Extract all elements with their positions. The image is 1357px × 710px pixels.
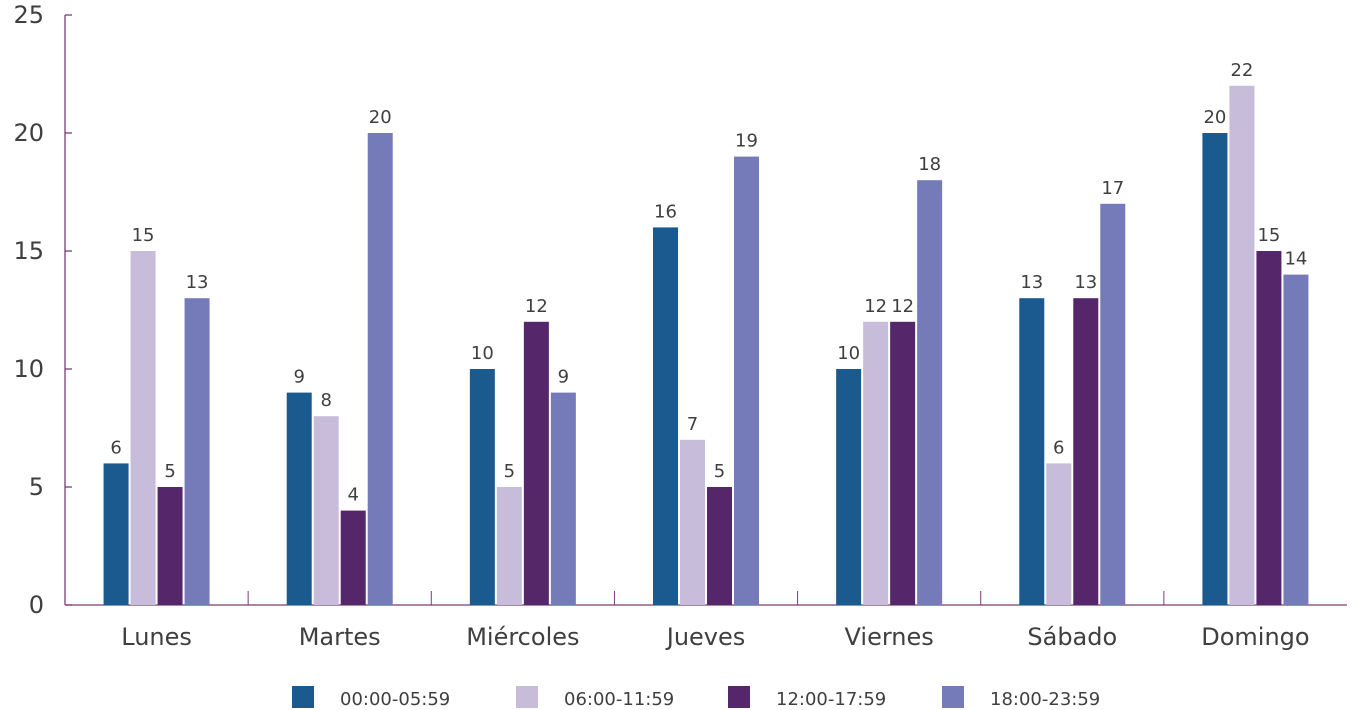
bar bbox=[496, 487, 522, 605]
bar bbox=[680, 439, 705, 605]
bar bbox=[184, 298, 210, 605]
data-label: 10 bbox=[471, 343, 494, 364]
bar bbox=[1046, 463, 1072, 605]
y-tick-label: 25 bbox=[13, 1, 44, 29]
bar bbox=[836, 369, 862, 605]
bar bbox=[313, 416, 339, 605]
bar bbox=[157, 487, 183, 605]
legend-label: 00:00-05:59 bbox=[340, 689, 450, 710]
data-label: 13 bbox=[186, 272, 209, 293]
data-label: 12 bbox=[864, 296, 887, 317]
bar bbox=[917, 180, 943, 605]
bar bbox=[130, 251, 156, 605]
data-label: 19 bbox=[735, 131, 758, 152]
bars bbox=[103, 85, 1309, 606]
data-label: 6 bbox=[110, 437, 121, 458]
bar bbox=[1100, 203, 1126, 606]
data-label: 15 bbox=[1257, 225, 1280, 246]
y-tick-label: 10 bbox=[13, 355, 44, 383]
bar bbox=[1019, 298, 1045, 605]
legend-swatch bbox=[516, 686, 538, 708]
data-label: 20 bbox=[369, 107, 392, 128]
legend: 00:00-05:59 06:00-11:59 12:00-17:59 18:00-2… bbox=[292, 686, 1100, 710]
data-label: 7 bbox=[687, 414, 698, 435]
data-labels: 6 9 10 16 10 13 20 15 8 5 7 12 6 22 5 4 12 5 12 13 15 13 20 9 19… bbox=[110, 60, 1307, 506]
bar bbox=[734, 156, 759, 605]
x-tick-label: Jueves bbox=[665, 623, 746, 651]
x-tick-label: Miércoles bbox=[466, 623, 579, 651]
data-label: 5 bbox=[164, 461, 175, 482]
data-label: 13 bbox=[1020, 272, 1043, 293]
bar bbox=[1202, 133, 1228, 605]
x-tick-label: Domingo bbox=[1201, 623, 1309, 651]
bar bbox=[653, 227, 678, 605]
x-tick-label: Lunes bbox=[121, 623, 192, 651]
legend-label: 18:00-23:59 bbox=[990, 689, 1100, 710]
data-label: 13 bbox=[1074, 272, 1097, 293]
data-label: 14 bbox=[1284, 249, 1307, 270]
data-label: 10 bbox=[837, 343, 860, 364]
x-tick-label: Viernes bbox=[845, 623, 934, 651]
data-label: 5 bbox=[504, 461, 515, 482]
data-label: 20 bbox=[1203, 107, 1226, 128]
data-label: 16 bbox=[654, 201, 677, 222]
data-label: 17 bbox=[1101, 178, 1124, 199]
bar bbox=[103, 463, 129, 605]
bar bbox=[1283, 274, 1309, 605]
data-label: 6 bbox=[1053, 437, 1064, 458]
bar bbox=[1229, 85, 1255, 606]
bar bbox=[340, 510, 366, 605]
y-tick-label: 15 bbox=[13, 237, 44, 265]
y-tick-label: 20 bbox=[13, 119, 44, 147]
data-label: 9 bbox=[293, 367, 304, 388]
axes: 0 5 10 15 20 25 Lunes Martes Miércoles Jueves Vier… bbox=[13, 1, 1347, 651]
bar bbox=[890, 321, 916, 605]
data-label: 4 bbox=[347, 485, 358, 506]
bar bbox=[286, 392, 312, 605]
legend-swatch bbox=[292, 686, 314, 708]
x-tick-label: Martes bbox=[299, 623, 381, 651]
data-label: 18 bbox=[918, 154, 941, 175]
bar bbox=[863, 321, 889, 605]
bar bbox=[367, 133, 393, 605]
bar bbox=[1073, 298, 1099, 605]
data-label: 8 bbox=[320, 390, 331, 411]
legend-label: 12:00-17:59 bbox=[776, 689, 886, 710]
bar bbox=[523, 321, 549, 605]
data-label: 15 bbox=[132, 225, 155, 246]
bar bbox=[1256, 251, 1282, 605]
data-label: 5 bbox=[714, 461, 725, 482]
data-label: 12 bbox=[891, 296, 914, 317]
bar bbox=[707, 487, 732, 605]
legend-swatch bbox=[942, 686, 964, 708]
data-label: 12 bbox=[525, 296, 548, 317]
y-tick-label: 0 bbox=[29, 591, 44, 619]
bar bbox=[469, 369, 495, 605]
data-label: 22 bbox=[1230, 60, 1253, 81]
legend-swatch bbox=[728, 686, 750, 708]
y-tick-label: 5 bbox=[29, 473, 44, 501]
x-tick-label: Sábado bbox=[1027, 623, 1117, 651]
data-label: 9 bbox=[558, 367, 569, 388]
bar bbox=[550, 392, 576, 605]
legend-label: 06:00-11:59 bbox=[564, 689, 674, 710]
